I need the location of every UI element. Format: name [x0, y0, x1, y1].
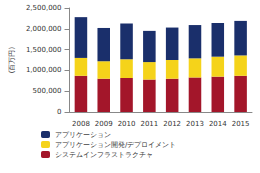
svg-text:2011: 2011	[140, 120, 158, 128]
svg-text:アプリケーション: アプリケーション	[55, 131, 111, 139]
svg-text:500,000: 500,000	[33, 87, 62, 95]
svg-text:システムインフラストラクチャ: システムインフラストラクチャ	[55, 151, 153, 159]
svg-text:2008: 2008	[72, 120, 90, 128]
svg-text:アプリケーション開発/デプロイメント: アプリケーション開発/デプロイメント	[55, 141, 176, 149]
svg-text:2015: 2015	[232, 120, 250, 128]
svg-text:(百万円): (百万円)	[8, 47, 16, 74]
svg-text:0: 0	[57, 108, 61, 116]
svg-text:2012: 2012	[163, 120, 181, 128]
svg-text:2010: 2010	[118, 120, 136, 128]
svg-text:2013: 2013	[186, 120, 204, 128]
svg-text:2009: 2009	[95, 120, 113, 128]
svg-text:2,000,000: 2,000,000	[26, 25, 62, 33]
svg-text:1,500,000: 1,500,000	[26, 46, 62, 54]
svg-text:2014: 2014	[209, 120, 227, 128]
svg-text:2,500,000: 2,500,000	[26, 4, 62, 12]
svg-text:1,000,000: 1,000,000	[26, 66, 62, 74]
